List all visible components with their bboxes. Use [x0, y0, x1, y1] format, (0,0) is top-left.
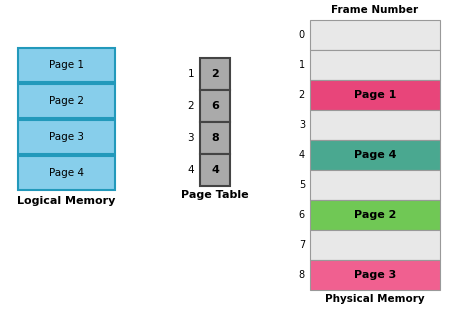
Bar	[18, 156, 115, 190]
Bar	[200, 90, 230, 122]
Bar	[200, 122, 230, 154]
Text: 3: 3	[299, 120, 305, 130]
Text: 3: 3	[187, 133, 194, 143]
Bar	[18, 48, 115, 82]
Text: 2: 2	[299, 90, 305, 100]
Text: Page 1: Page 1	[49, 60, 84, 70]
Text: 6: 6	[299, 210, 305, 220]
Bar	[310, 50, 440, 80]
Bar	[200, 58, 230, 90]
Text: Page 2: Page 2	[354, 210, 396, 220]
Bar	[310, 140, 440, 170]
Text: 2: 2	[211, 69, 219, 79]
Bar	[310, 110, 440, 140]
Bar	[18, 120, 115, 154]
Text: Page 3: Page 3	[354, 270, 396, 280]
Bar	[310, 170, 440, 200]
Text: Page 1: Page 1	[354, 90, 396, 100]
Text: 1: 1	[299, 60, 305, 70]
Text: 5: 5	[299, 180, 305, 190]
Text: Logical Memory: Logical Memory	[18, 196, 116, 206]
Bar	[310, 200, 440, 230]
Bar	[310, 260, 440, 290]
Text: 8: 8	[211, 133, 219, 143]
Text: Page 2: Page 2	[49, 96, 84, 106]
Text: 1: 1	[187, 69, 194, 79]
Text: Frame Number: Frame Number	[331, 5, 419, 15]
Text: Page 4: Page 4	[49, 168, 84, 178]
Bar	[310, 230, 440, 260]
Bar	[310, 20, 440, 50]
Bar	[18, 84, 115, 118]
Text: 6: 6	[211, 101, 219, 111]
Text: Page 4: Page 4	[354, 150, 396, 160]
Text: 4: 4	[299, 150, 305, 160]
Text: 4: 4	[211, 165, 219, 175]
Text: Page 3: Page 3	[49, 132, 84, 142]
Text: 8: 8	[299, 270, 305, 280]
Text: Page Table: Page Table	[181, 190, 249, 200]
Text: Physical Memory: Physical Memory	[325, 294, 425, 304]
Text: 0: 0	[299, 30, 305, 40]
Text: 2: 2	[187, 101, 194, 111]
Text: 4: 4	[187, 165, 194, 175]
Bar	[200, 154, 230, 186]
Text: 7: 7	[299, 240, 305, 250]
Bar	[310, 80, 440, 110]
